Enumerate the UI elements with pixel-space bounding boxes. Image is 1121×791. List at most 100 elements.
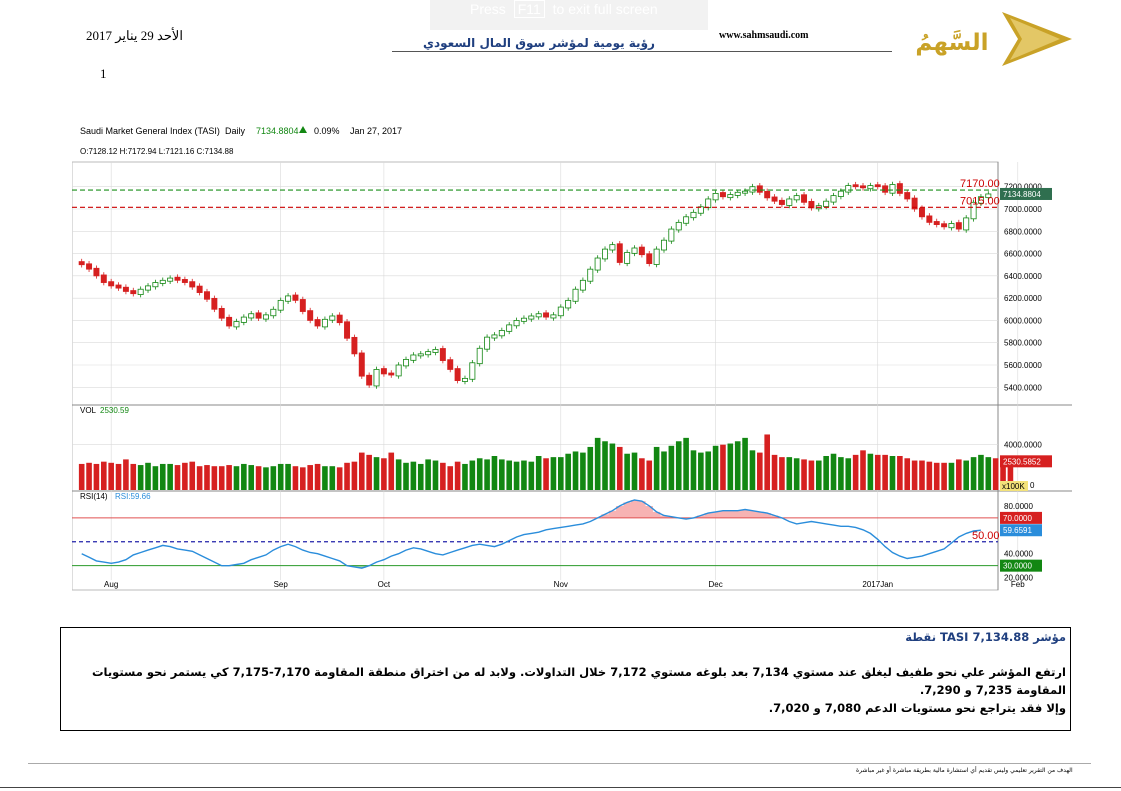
candle-body [528, 315, 535, 320]
website-link[interactable]: www.sahmsaudi.com [719, 30, 809, 41]
volume-bar [860, 450, 866, 490]
volume-bar [115, 463, 122, 490]
volume-bar [852, 454, 859, 490]
candle-body [638, 246, 645, 256]
candle-body [749, 186, 756, 193]
volume-bar [705, 451, 712, 490]
candle-body [771, 196, 778, 202]
volume-bar [322, 466, 328, 490]
candle-body [108, 281, 115, 287]
candle-body [624, 252, 631, 264]
candle-body [403, 359, 409, 367]
volume-bar [366, 454, 372, 490]
candle-body [896, 183, 903, 194]
volume-bar [204, 465, 210, 490]
volume-bar [793, 458, 800, 490]
volume-bar [749, 450, 756, 490]
candle-body [137, 288, 144, 295]
candle-body [248, 313, 255, 319]
candle-body [520, 317, 527, 322]
candle-body [793, 195, 800, 201]
volume-bar [978, 454, 984, 490]
candle-body [484, 336, 491, 350]
volume-bar [440, 462, 446, 490]
candle-body [240, 316, 247, 323]
candle-body [852, 184, 859, 188]
candle-body [742, 190, 749, 194]
volume-last-tag [1000, 455, 1052, 468]
volume-bar [948, 462, 955, 490]
candle-body [823, 200, 830, 207]
candle-body [380, 368, 387, 375]
volume-bar [174, 465, 181, 490]
x-tick-label: Nov [554, 580, 568, 589]
candle-body [911, 197, 918, 210]
candle-body [321, 318, 328, 328]
candle-body [963, 217, 970, 231]
rsi-upper-tag [1000, 511, 1042, 524]
volume-bar [779, 457, 785, 490]
volume-bar [535, 456, 542, 490]
volume-bar [432, 460, 439, 490]
volume-tick-label: 4000.0000 [1004, 441, 1042, 450]
volume-bar [78, 463, 85, 490]
summary-title: مؤشر TASI 7,134.88 نقطة [905, 630, 1066, 644]
page-number: 1 [100, 66, 107, 81]
candle-body [602, 248, 609, 260]
summary-body: ارتفع المؤشر علي نحو طفيف ليغلق عند مستو… [66, 663, 1066, 717]
candle-body [469, 362, 476, 380]
price-tick-label: 6400.0000 [1004, 272, 1042, 281]
volume-bar [992, 458, 999, 490]
rsi-panel: RSI(14) RSI:59.66 50.00 [72, 492, 1000, 569]
level-label: 7015.00 [960, 195, 1000, 207]
candle-body [388, 372, 395, 376]
candle-body [955, 222, 962, 230]
up-triangle-icon [299, 126, 307, 133]
volume-bar [270, 466, 277, 490]
volume-bar [801, 459, 807, 490]
rsi-last-label: 59.6591 [1003, 526, 1032, 535]
overlay-key-badge: F11 [513, 0, 545, 18]
logo-text: السَّهمُ [915, 29, 988, 56]
price-tick-label: 7000.0000 [1004, 205, 1042, 214]
volume-bar [572, 451, 579, 490]
candle-body [439, 348, 446, 361]
rsi-tick-label: 20.0000 [1004, 574, 1033, 583]
candle-body [270, 308, 277, 317]
volume-unit-label: x100K [1002, 482, 1025, 491]
candle-body [122, 286, 129, 292]
candle-body [830, 195, 837, 203]
volume-bar [616, 446, 623, 490]
volume-bar [476, 458, 483, 490]
volume-bar [845, 458, 852, 490]
footer-disclaimer: الهدف من التقرير تعليمي وليس تقديم أي اس… [856, 767, 1073, 774]
volume-bar [277, 463, 284, 490]
price-tick-label: 6600.0000 [1004, 250, 1042, 259]
candle-body [329, 315, 336, 321]
candle-body [513, 320, 520, 327]
candle-body [417, 353, 424, 357]
candle-body [653, 248, 660, 265]
volume-zero-label: 0 [1030, 481, 1035, 490]
volume-bar [712, 445, 719, 490]
candle-body [174, 276, 181, 281]
candle-body [587, 268, 594, 282]
chart-axes: 5400.0000 5600.0000 5800.0000 6000.0000 6200… [104, 183, 1052, 589]
volume-bar [93, 463, 100, 490]
volume-bar [373, 457, 380, 490]
candle-body [255, 312, 262, 319]
volume-bar [911, 460, 918, 490]
volume-bar [550, 457, 557, 490]
volume-bar [211, 466, 218, 490]
rsi-lower-tag [1000, 559, 1042, 572]
candle-body [233, 321, 240, 328]
candle-body [675, 221, 682, 231]
candle-body [152, 282, 159, 288]
candle-body [196, 285, 203, 293]
chart-frame [72, 161, 999, 591]
report-date: الأحد 29 يناير 2017 [86, 28, 183, 43]
volume-bar [874, 454, 881, 490]
volume-bar [970, 457, 977, 490]
candle-body [410, 354, 417, 361]
volume-bar [683, 437, 689, 490]
